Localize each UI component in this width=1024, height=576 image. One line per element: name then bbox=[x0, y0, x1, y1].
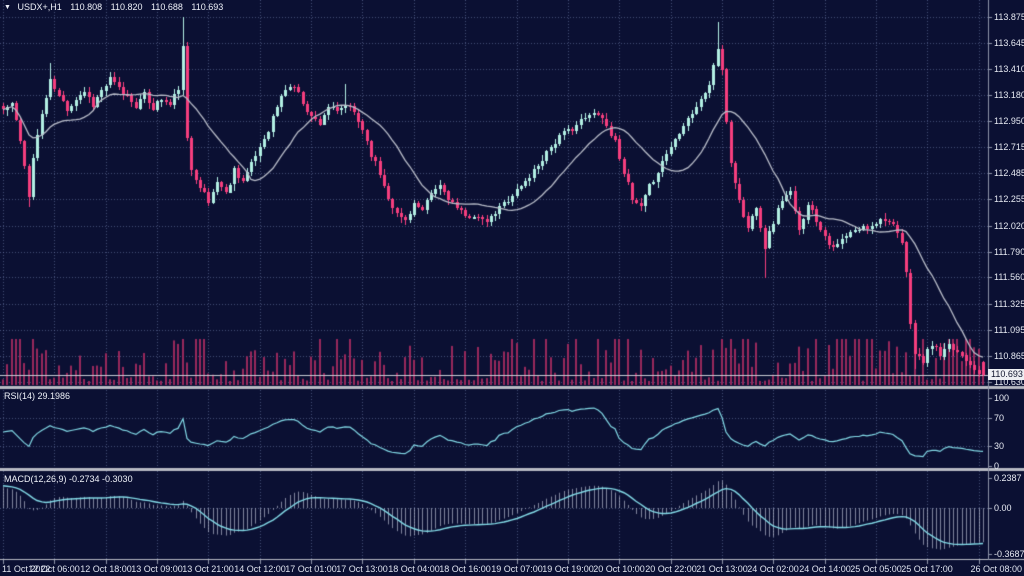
time-axis-label: 18 Oct 04:00 bbox=[388, 564, 440, 574]
price-axis-label: 112.950 bbox=[994, 116, 1024, 126]
time-axis-label: 21 Oct 13:00 bbox=[696, 564, 748, 574]
macd-axis-label: 0.00 bbox=[994, 503, 1012, 513]
time-axis-label: 14 Oct 12:00 bbox=[234, 564, 286, 574]
rsi-axis-label: 100 bbox=[994, 393, 1010, 403]
time-axis-label: 25 Oct 05:00 bbox=[850, 564, 902, 574]
macd-axis-label: 0.2387 bbox=[994, 473, 1022, 483]
ohlc-high-value: 110.820 bbox=[110, 2, 143, 12]
macd-axis-label: -0.3687 bbox=[994, 549, 1024, 559]
rsi-axis-label: 0 bbox=[994, 461, 1000, 471]
time-axis-label: 11 Oct 2022 bbox=[2, 564, 51, 574]
time-axis-label: 25 Oct 17:00 bbox=[901, 564, 953, 574]
price-axis-label: 112.485 bbox=[994, 168, 1024, 178]
ohlc-open-value: 110.808 bbox=[70, 2, 103, 12]
time-axis-label: 26 Oct 08:00 bbox=[970, 564, 1022, 574]
time-axis-label: 13 Oct 21:00 bbox=[182, 564, 234, 574]
price-axis-label: 112.715 bbox=[994, 142, 1024, 152]
time-axis-label: 19 Oct 19:00 bbox=[542, 564, 594, 574]
price-axis-label: 113.645 bbox=[994, 38, 1024, 48]
time-axis-label: 24 Oct 14:00 bbox=[799, 564, 851, 574]
symbol-list-toggle-icon[interactable]: ▼ bbox=[4, 4, 11, 11]
ohlc-low-value: 110.688 bbox=[151, 2, 183, 12]
chart-ohlc-header: ▼ USDX+,H1 110.808 110.820 110.688 110.6… bbox=[4, 2, 229, 14]
price-axis-label: 112.020 bbox=[994, 221, 1024, 231]
time-axis-label: 17 Oct 13:00 bbox=[336, 564, 388, 574]
time-axis-label: 12 Oct 18:00 bbox=[80, 564, 132, 574]
symbol-title: USDX+,H1 bbox=[17, 2, 62, 12]
price-axis-label: 113.875 bbox=[994, 12, 1024, 22]
current-price-tag: 110.693 bbox=[988, 369, 1024, 380]
time-axis-label: 20 Oct 10:00 bbox=[593, 564, 645, 574]
price-axis-label: 111.095 bbox=[994, 325, 1024, 335]
time-axis-label: 24 Oct 02:00 bbox=[747, 564, 799, 574]
price-axis-label: 112.255 bbox=[994, 194, 1024, 204]
price-axis-label: 110.630 bbox=[994, 377, 1024, 387]
time-axis-label: 12 Oct 06:00 bbox=[28, 564, 80, 574]
macd-indicator-label: MACD(12,26,9) -0.2734 -0.3030 bbox=[4, 474, 133, 484]
rsi-axis-label: 70 bbox=[994, 413, 1005, 423]
time-axis-label: 18 Oct 16:00 bbox=[439, 564, 491, 574]
price-axis-label: 113.180 bbox=[994, 90, 1024, 100]
time-axis-label: 13 Oct 09:00 bbox=[131, 564, 183, 574]
rsi-indicator-label: RSI(14) 29.1986 bbox=[4, 391, 71, 401]
time-axis-label: 19 Oct 07:00 bbox=[491, 564, 543, 574]
price-axis-label: 111.325 bbox=[994, 299, 1024, 309]
rsi-axis-label: 30 bbox=[994, 441, 1005, 451]
price-axis-label: 111.790 bbox=[994, 247, 1024, 257]
price-axis-label: 113.410 bbox=[994, 64, 1024, 74]
time-axis-label: 20 Oct 22:00 bbox=[645, 564, 697, 574]
time-axis-label: 17 Oct 01:00 bbox=[285, 564, 337, 574]
price-axis-label: 110.865 bbox=[994, 351, 1024, 361]
ohlc-close-value: 110.693 bbox=[191, 2, 224, 12]
price-axis-label: 111.560 bbox=[994, 272, 1024, 282]
